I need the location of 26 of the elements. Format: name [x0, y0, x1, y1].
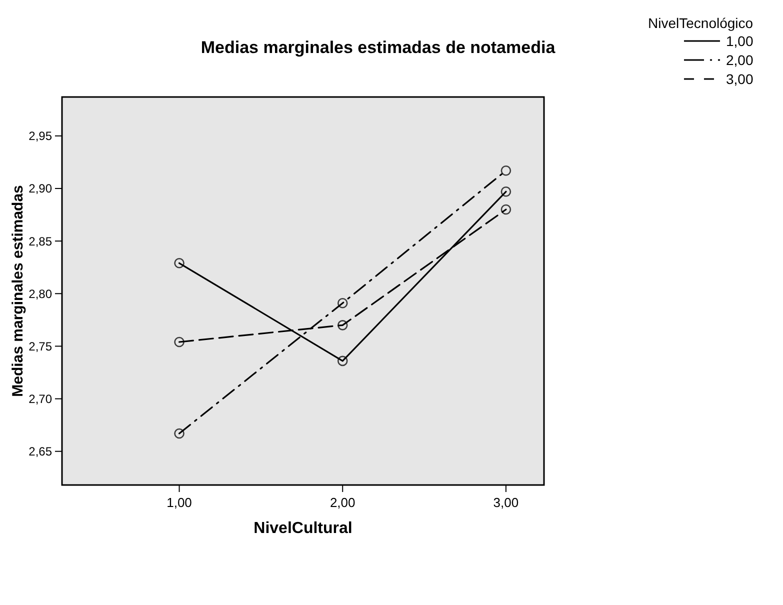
point — [500, 186, 512, 197]
y-tick-label: 2,75 — [28, 339, 52, 354]
x-tick-label: 3,00 — [493, 495, 519, 510]
legend-title: NivelTecnológico — [648, 15, 754, 31]
x-tick-label: 1,00 — [166, 495, 192, 510]
point — [337, 298, 348, 308]
point — [174, 336, 184, 348]
x-axis-title: NivelCultural — [254, 520, 352, 537]
legend-label: 1,00 — [726, 33, 754, 49]
point — [174, 428, 184, 439]
point — [500, 165, 512, 176]
point — [174, 258, 184, 268]
chart-title: Medias marginales estimadas de notamedia — [200, 38, 556, 57]
legend-label: 2,00 — [726, 52, 754, 68]
point — [337, 320, 348, 330]
y-tick-label: 2,90 — [28, 182, 52, 196]
y-tick-label: 2,85 — [28, 234, 52, 248]
y-tick-label: 2,70 — [28, 392, 52, 406]
x-tick-label: 2,00 — [330, 495, 356, 510]
y-tick-label: 2,95 — [28, 129, 52, 144]
point — [337, 356, 348, 366]
y-axis-title: Medias marginales estimadas — [9, 185, 26, 397]
point — [500, 204, 512, 215]
legend-label: 3,00 — [726, 71, 754, 87]
y-tick-label: 2,80 — [28, 286, 52, 301]
y-tick-label: 2,65 — [28, 444, 52, 459]
